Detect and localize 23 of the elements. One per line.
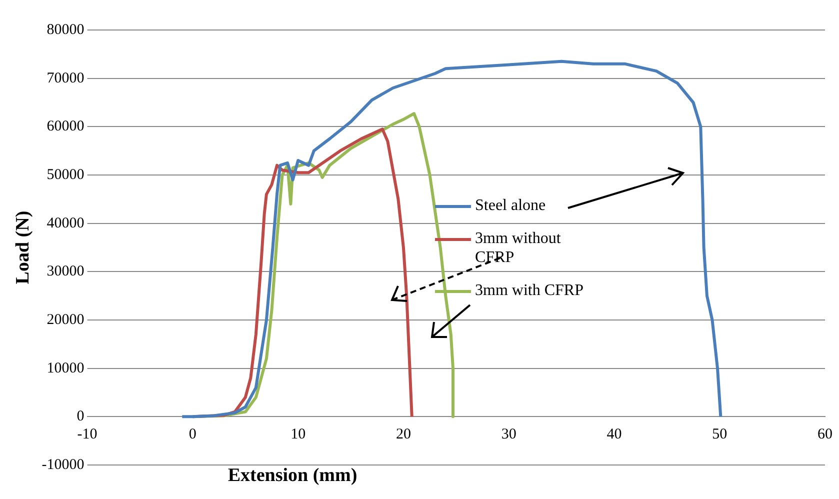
legend-label: 3mm without CFRP xyxy=(475,229,562,267)
y-tick-label: 50000 xyxy=(46,166,84,183)
y-tick-label: 20000 xyxy=(46,312,84,328)
x-tick-label: 50 xyxy=(712,426,728,443)
legend-label: Steel alone xyxy=(475,196,547,215)
y-tick-label: 40000 xyxy=(46,215,84,232)
x-tick-label: 0 xyxy=(188,426,196,443)
x-tick-label: 60 xyxy=(818,426,832,443)
x-axis-title: Extension (mm) xyxy=(228,465,358,486)
y-tick-label: 70000 xyxy=(46,70,84,86)
legend-label: 3mm with CFRP xyxy=(475,281,584,300)
x-tick-label: 10 xyxy=(290,426,306,443)
y-tick-label: -10000 xyxy=(42,456,84,473)
y-tick-label: 10000 xyxy=(46,360,84,376)
x-tick-label: -10 xyxy=(77,426,98,443)
y-tick-label: 30000 xyxy=(46,264,84,280)
x-tick-label: 30 xyxy=(501,426,516,443)
x-tick-label: 40 xyxy=(606,426,622,443)
x-tick-label: 20 xyxy=(396,426,411,443)
y-tick-label: 80000 xyxy=(46,22,84,38)
y-tick-label: 60000 xyxy=(46,118,84,135)
y-axis-title: Load (N) xyxy=(12,210,34,284)
y-tick-label: 0 xyxy=(76,408,84,425)
